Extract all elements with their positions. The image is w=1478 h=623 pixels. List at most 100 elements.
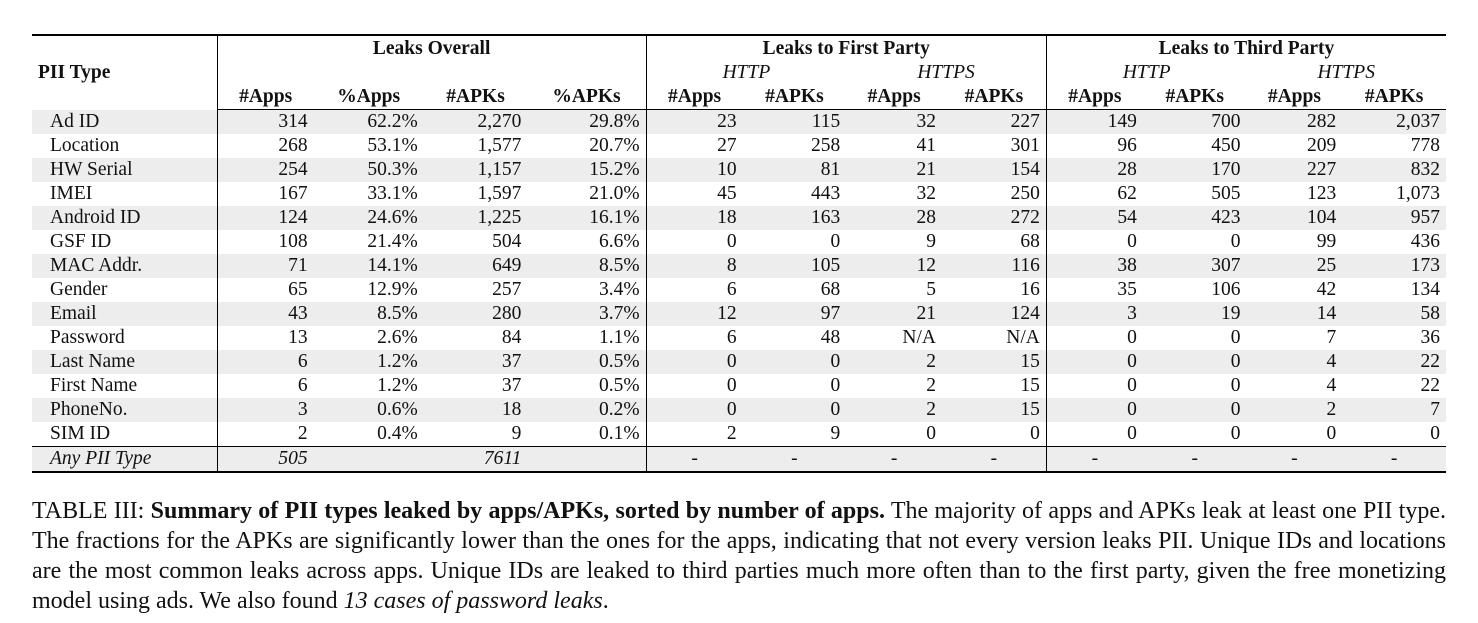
- table-cell: 28: [846, 206, 942, 230]
- table-cell: 1,073: [1396, 183, 1440, 204]
- table-cell: 12: [846, 254, 942, 278]
- table-cell: 0.5%: [527, 350, 647, 374]
- table-cell: 649: [423, 254, 528, 278]
- table-cell: 16.1%: [527, 206, 647, 230]
- table-cell: 280: [423, 302, 528, 326]
- pii-type-cell: Android ID: [32, 206, 218, 230]
- table-cell: 0: [726, 375, 737, 396]
- table-cell: 21.0%: [527, 182, 647, 206]
- table-cell: 45: [717, 183, 737, 204]
- table-cell: 15: [941, 350, 1047, 374]
- pii-type-cell: SIM ID: [32, 422, 218, 447]
- table-cell: 0: [1142, 398, 1247, 422]
- table-cell: 505: [1211, 183, 1241, 204]
- table-cell: 257: [492, 279, 522, 300]
- table-cell: 81: [742, 158, 847, 182]
- table-cell: -: [646, 446, 743, 473]
- table-cell: 97: [742, 302, 847, 326]
- table-cell: 957: [1342, 206, 1446, 230]
- table-cell: 2: [846, 398, 942, 422]
- table-cell: 43: [217, 302, 314, 326]
- table-cell: 3: [1046, 302, 1143, 326]
- table-cell: 37: [423, 350, 528, 374]
- table-cell: 62.2%: [313, 109, 424, 134]
- table-cell: 29.8%: [527, 109, 647, 134]
- table-cell: 9: [830, 423, 841, 444]
- table-cell: 20.7%: [527, 134, 647, 158]
- table-cell: 22: [1420, 375, 1441, 396]
- table-cell: 0: [726, 231, 737, 252]
- overall-protocol-spacer: [217, 61, 647, 85]
- table-cell: 3: [217, 398, 314, 422]
- table-cell: 0: [1230, 375, 1241, 396]
- table-row: PhoneNo. 3 0.6% 18 0.2% 0 0 2 15 0 0 2 7: [32, 398, 1446, 422]
- col-header-fp-https-apks: #APKs: [941, 85, 1047, 110]
- table-cell: 0: [1127, 375, 1137, 396]
- pii-type-cell: Gender: [32, 278, 218, 302]
- table-cell: -: [941, 446, 1047, 473]
- table-cell: 10: [646, 158, 743, 182]
- pii-type-cell: Password: [32, 326, 218, 350]
- table-cell: 2: [846, 350, 942, 374]
- table-cell: 8.5%: [313, 302, 424, 326]
- table-cell: 105: [742, 254, 847, 278]
- table-cell: 173: [1342, 254, 1446, 278]
- table-cell: 163: [742, 206, 847, 230]
- table-cell: 314: [217, 109, 314, 134]
- table-cell: 7611: [423, 446, 528, 473]
- caption-italic-note: 13 cases of password leaks: [343, 588, 603, 614]
- pii-type-cell: Location: [32, 134, 218, 158]
- col-header-fp-http-apps: #Apps: [646, 85, 743, 110]
- table-cell: 104: [1246, 206, 1343, 230]
- table-cell: 0: [1046, 350, 1143, 374]
- table-cell: 209: [1307, 135, 1337, 156]
- table-cell: 2: [1246, 398, 1343, 422]
- table-cell: 1.2%: [377, 375, 418, 396]
- table-cell: 36: [1420, 327, 1441, 348]
- table-cell: 0: [1326, 423, 1337, 444]
- table-cell: 99: [1316, 231, 1337, 252]
- table-cell: 282: [1246, 109, 1343, 134]
- table-cell: 8.5%: [527, 254, 647, 278]
- table-cell: 0.6%: [313, 398, 424, 422]
- table-cell: 258: [810, 135, 841, 156]
- table-cell: 443: [810, 183, 841, 204]
- table-cell: 227: [1246, 158, 1343, 182]
- table-cell: 0: [830, 231, 841, 252]
- pii-type-cell: First Name: [32, 374, 218, 398]
- table-cell: 9: [511, 423, 522, 444]
- table-cell: -: [742, 446, 847, 473]
- table-cell: [527, 446, 647, 473]
- pii-type-cell: Email: [32, 302, 218, 326]
- table-cell: 3.7%: [527, 302, 647, 326]
- table-cell: 134: [1410, 279, 1440, 300]
- table-cell: 505: [217, 446, 314, 473]
- table-cell: 2,270: [423, 109, 528, 134]
- table-cell: 1.2%: [313, 350, 424, 374]
- table-cell: 65: [288, 279, 308, 300]
- table-cell: 32: [916, 183, 936, 204]
- table-cell: 3.4%: [527, 278, 647, 302]
- table-cell: 13: [288, 327, 308, 348]
- col-header-tp-http-apps: #Apps: [1046, 85, 1143, 110]
- pii-type-cell: IMEI: [32, 182, 218, 206]
- table-cell: N/A: [902, 327, 936, 348]
- table-cell: 450: [1211, 135, 1241, 156]
- table-row: Location 268 53.1% 1,577 20.7% 27 258 41 301 96 45…: [32, 134, 1446, 158]
- col-header-tp-https-apks: #APKs: [1342, 85, 1446, 110]
- table-cell: 19: [1142, 302, 1247, 326]
- table-cell: 0.4%: [377, 423, 418, 444]
- table-cell: -: [1342, 446, 1446, 473]
- table-cell: 24.6%: [313, 206, 424, 230]
- pii-type-header: PII Type: [32, 34, 218, 110]
- table-cell: 154: [941, 158, 1047, 182]
- table-row: Last Name 6 1.2% 37 0.5% 0 0 2 15 0 0 4 22: [32, 350, 1446, 374]
- table-cell: 254: [217, 158, 314, 182]
- table-cell: 123: [1307, 183, 1337, 204]
- table-cell: 21: [846, 302, 942, 326]
- table-cell: 4: [1326, 375, 1337, 396]
- table-row: MAC Addr. 71 14.1% 649 8.5% 8 105 12 116 38 307 25 1…: [32, 254, 1446, 278]
- caption-label: TABLE III:: [32, 498, 151, 524]
- table-caption: TABLE III: Summary of PII types leaked b…: [32, 496, 1446, 616]
